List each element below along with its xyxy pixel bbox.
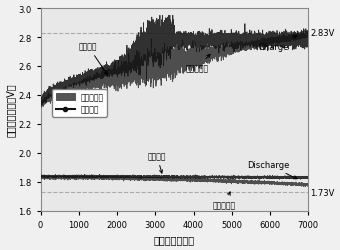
Text: 2.83V: 2.83V (310, 29, 335, 38)
X-axis label: 循环寿命（次）: 循环寿命（次） (154, 234, 195, 244)
Text: Discharge: Discharge (247, 161, 297, 179)
Y-axis label: 充、放电电压（V）: 充、放电电压（V） (5, 83, 16, 137)
Text: 普通配方: 普通配方 (148, 152, 166, 174)
Text: 重负荷配方: 重负荷配方 (212, 192, 236, 210)
Text: 普通配方: 普通配方 (79, 42, 107, 75)
Text: Charge: Charge (258, 36, 297, 52)
Text: 重负荷配方: 重负荷配方 (186, 55, 210, 73)
Text: 1.73V: 1.73V (310, 188, 335, 197)
Legend: 重负荷配方, 普通配方: 重负荷配方, 普通配方 (52, 90, 107, 118)
